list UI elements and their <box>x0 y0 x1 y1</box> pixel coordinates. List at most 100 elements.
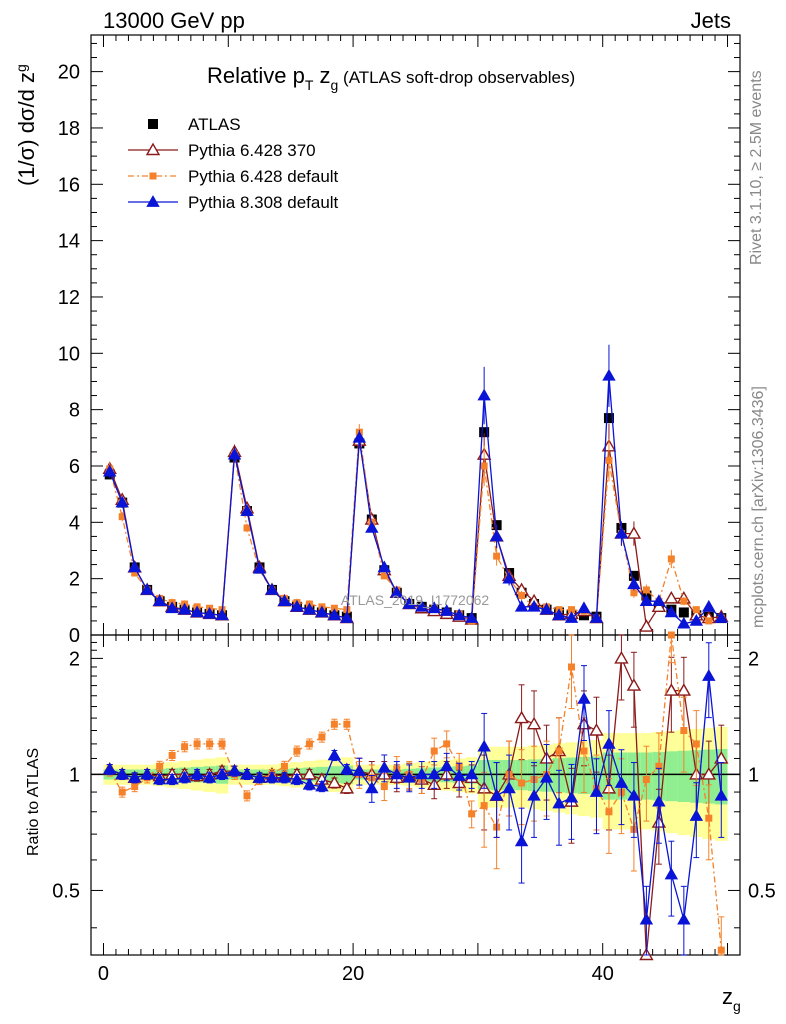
data-point <box>664 605 679 618</box>
data-point <box>315 605 329 618</box>
data-point <box>539 602 554 615</box>
data-point <box>552 608 566 621</box>
ratio-tick-label-right: 2 <box>748 648 759 670</box>
data-point <box>493 552 501 560</box>
data-point <box>290 599 304 612</box>
data-point <box>477 388 491 401</box>
ratio-point <box>243 792 251 800</box>
ratio-point <box>489 788 504 801</box>
x-axis-label: zg <box>722 984 741 1014</box>
data-point <box>667 555 675 563</box>
data-point <box>165 601 179 614</box>
data-point <box>652 594 666 607</box>
ratio-point <box>589 785 604 797</box>
legend-label: ATLAS <box>188 115 241 134</box>
ratio-point <box>318 733 326 741</box>
data-point <box>627 577 641 590</box>
ratio-point <box>343 720 351 728</box>
ratio-point <box>118 788 126 796</box>
ratio-point <box>514 710 529 724</box>
ratio-point <box>564 790 579 803</box>
ratio-point <box>156 762 164 770</box>
ratio-point <box>265 770 279 783</box>
ratio-point <box>115 767 129 780</box>
ratio-point <box>227 764 242 776</box>
data-point <box>479 427 490 438</box>
data-point <box>330 604 338 612</box>
x-tick-label: 0 <box>98 963 109 985</box>
ratio-point <box>692 740 700 748</box>
ratio-point <box>218 740 226 748</box>
y-tick-label: 0 <box>69 625 80 647</box>
ratio-point <box>555 747 563 755</box>
ratio-point <box>177 770 192 783</box>
ratio-point <box>568 663 576 671</box>
ratio-point <box>140 767 154 780</box>
data-point <box>480 462 488 470</box>
ratio-point <box>705 814 713 822</box>
ratio-point <box>477 739 491 752</box>
ratio-point <box>614 650 629 664</box>
ratio-point <box>714 788 728 801</box>
plot-title: Relative pT zg (ATLAS soft-drop observab… <box>207 63 575 93</box>
ratio-point <box>664 867 679 880</box>
data-point <box>603 413 614 424</box>
ratio-point <box>502 781 516 794</box>
ratio-point <box>652 794 666 807</box>
ratio-point <box>717 946 725 954</box>
ratio-point <box>655 762 663 770</box>
ratio-point <box>701 767 717 780</box>
data-point <box>127 560 142 573</box>
ratio-point <box>580 747 588 755</box>
data-point <box>680 597 688 605</box>
ratio-point <box>327 775 342 789</box>
ratio-point <box>443 740 451 748</box>
ratio-point <box>402 770 416 783</box>
ratio-point <box>339 780 355 794</box>
data-point <box>202 606 217 619</box>
ratio-point <box>252 770 267 783</box>
y-tick-label: 14 <box>58 231 80 253</box>
ratio-point <box>539 770 554 783</box>
ratio-point <box>293 747 301 755</box>
ratio-point <box>577 692 591 704</box>
data-point <box>626 526 642 539</box>
ratio-point <box>103 762 117 775</box>
data-point <box>265 583 279 595</box>
ratio-point <box>168 751 176 759</box>
legend-entry: ATLAS <box>148 115 241 134</box>
legend-label: Pythia 8.308 default <box>188 193 339 212</box>
analysis-watermark: ATLAS_2019_I1772062 <box>341 592 490 608</box>
data-point <box>568 606 576 614</box>
ratio-point <box>439 759 454 772</box>
ratio-tick-label: 1 <box>69 764 80 786</box>
data-point <box>602 368 616 381</box>
ratio-tick-label: 0.5 <box>52 880 80 902</box>
ratio-band-1sigma <box>677 750 691 803</box>
data-point <box>489 529 504 542</box>
ratio-point <box>240 767 254 780</box>
rivet-label: Rivet 3.1.10, ≥ 2.5M events <box>748 70 765 265</box>
data-point <box>692 606 700 614</box>
ratio-point <box>689 809 704 821</box>
data-point <box>452 608 466 621</box>
ratio-point <box>602 736 616 749</box>
data-point <box>352 430 367 443</box>
ratio-point <box>340 762 354 775</box>
ratio-point <box>315 779 329 792</box>
ratio-point <box>277 770 292 783</box>
ratio-point <box>664 683 679 696</box>
ratio-point <box>589 723 604 736</box>
data-point <box>302 602 317 615</box>
data-point <box>614 526 629 539</box>
data-point <box>642 586 650 594</box>
ratio-point <box>352 764 367 776</box>
ratio-point <box>518 779 526 787</box>
ratio-axis-label: Ratio to ATLAS <box>25 748 42 856</box>
y-tick-label: 8 <box>69 400 80 422</box>
data-point <box>152 594 167 607</box>
data-point <box>564 611 579 623</box>
data-point <box>190 605 204 618</box>
ratio-point <box>365 781 379 794</box>
